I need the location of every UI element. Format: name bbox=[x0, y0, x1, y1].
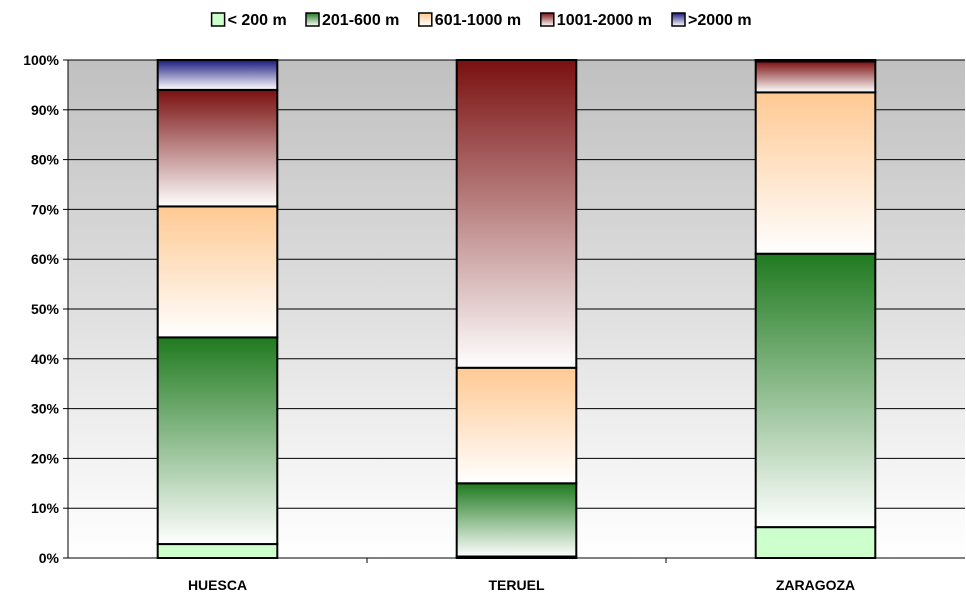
bar-huesca-1001-2000-m bbox=[156, 88, 279, 208]
legend-item-201-600-m: 201-600 m bbox=[305, 12, 399, 29]
legend-item-200-m: < 200 m bbox=[210, 12, 287, 29]
legend-label: < 200 m bbox=[228, 12, 287, 29]
legend-label: 201-600 m bbox=[322, 12, 399, 29]
legend-item-1001-2000-m: 1001-2000 m bbox=[540, 12, 652, 29]
y-tick-label: 70% bbox=[31, 201, 60, 217]
legend: < 200 m 201-600 m 601-1000 m 1001-2000 m >20… bbox=[210, 12, 752, 29]
legend-swatch bbox=[540, 12, 555, 27]
legend-swatch bbox=[305, 12, 320, 27]
bars bbox=[156, 59, 877, 560]
y-tick-label: 40% bbox=[31, 351, 60, 367]
legend-item-601-1000-m: 601-1000 m bbox=[418, 12, 521, 29]
bar-zaragoza-2000-m bbox=[754, 59, 877, 63]
bar-huesca-601-1000-m bbox=[156, 205, 279, 339]
x-tick-label-zaragoza: ZARAGOZA bbox=[776, 577, 855, 593]
y-tick-label: 50% bbox=[31, 301, 60, 317]
bar-huesca-200-m bbox=[156, 543, 279, 560]
bar-huesca-201-600-m bbox=[156, 336, 279, 546]
legend-label: 601-1000 m bbox=[435, 12, 521, 29]
bar-teruel-1001-2000-m bbox=[455, 59, 578, 369]
y-tick-label: 10% bbox=[31, 500, 60, 516]
bar-huesca-2000-m bbox=[156, 59, 279, 91]
bar-zaragoza-1001-2000-m bbox=[754, 60, 877, 94]
legend-swatch bbox=[671, 12, 686, 27]
bar-teruel-201-600-m bbox=[455, 482, 578, 558]
legend-label: 1001-2000 m bbox=[557, 12, 652, 29]
bar-zaragoza-200-m bbox=[754, 526, 877, 560]
x-tick-label-teruel: TERUEL bbox=[489, 577, 545, 593]
x-tick-label-huesca: HUESCA bbox=[188, 577, 247, 593]
y-tick-label: 20% bbox=[31, 450, 60, 466]
legend-swatch bbox=[418, 12, 433, 27]
bar-zaragoza-201-600-m bbox=[754, 252, 877, 529]
y-tick-label: 90% bbox=[31, 102, 60, 118]
legend-label: >2000 m bbox=[688, 12, 752, 29]
legend-swatch bbox=[210, 12, 226, 27]
y-tick-label: 60% bbox=[31, 251, 60, 267]
y-tick-label: 100% bbox=[23, 52, 59, 68]
legend-item-2000-m: >2000 m bbox=[671, 12, 752, 29]
y-axis: 0% 10% 20% 30% 40% 50% 60% 70% 80% 90% 100% bbox=[23, 52, 69, 566]
y-tick-label: 0% bbox=[39, 550, 60, 566]
x-axis: HUESCA TERUEL ZARAGOZA bbox=[68, 557, 965, 593]
bar-zaragoza-601-1000-m bbox=[754, 91, 877, 255]
y-tick-label: 30% bbox=[31, 401, 60, 417]
y-tick-label: 80% bbox=[31, 152, 60, 168]
bar-teruel-601-1000-m bbox=[455, 366, 578, 485]
